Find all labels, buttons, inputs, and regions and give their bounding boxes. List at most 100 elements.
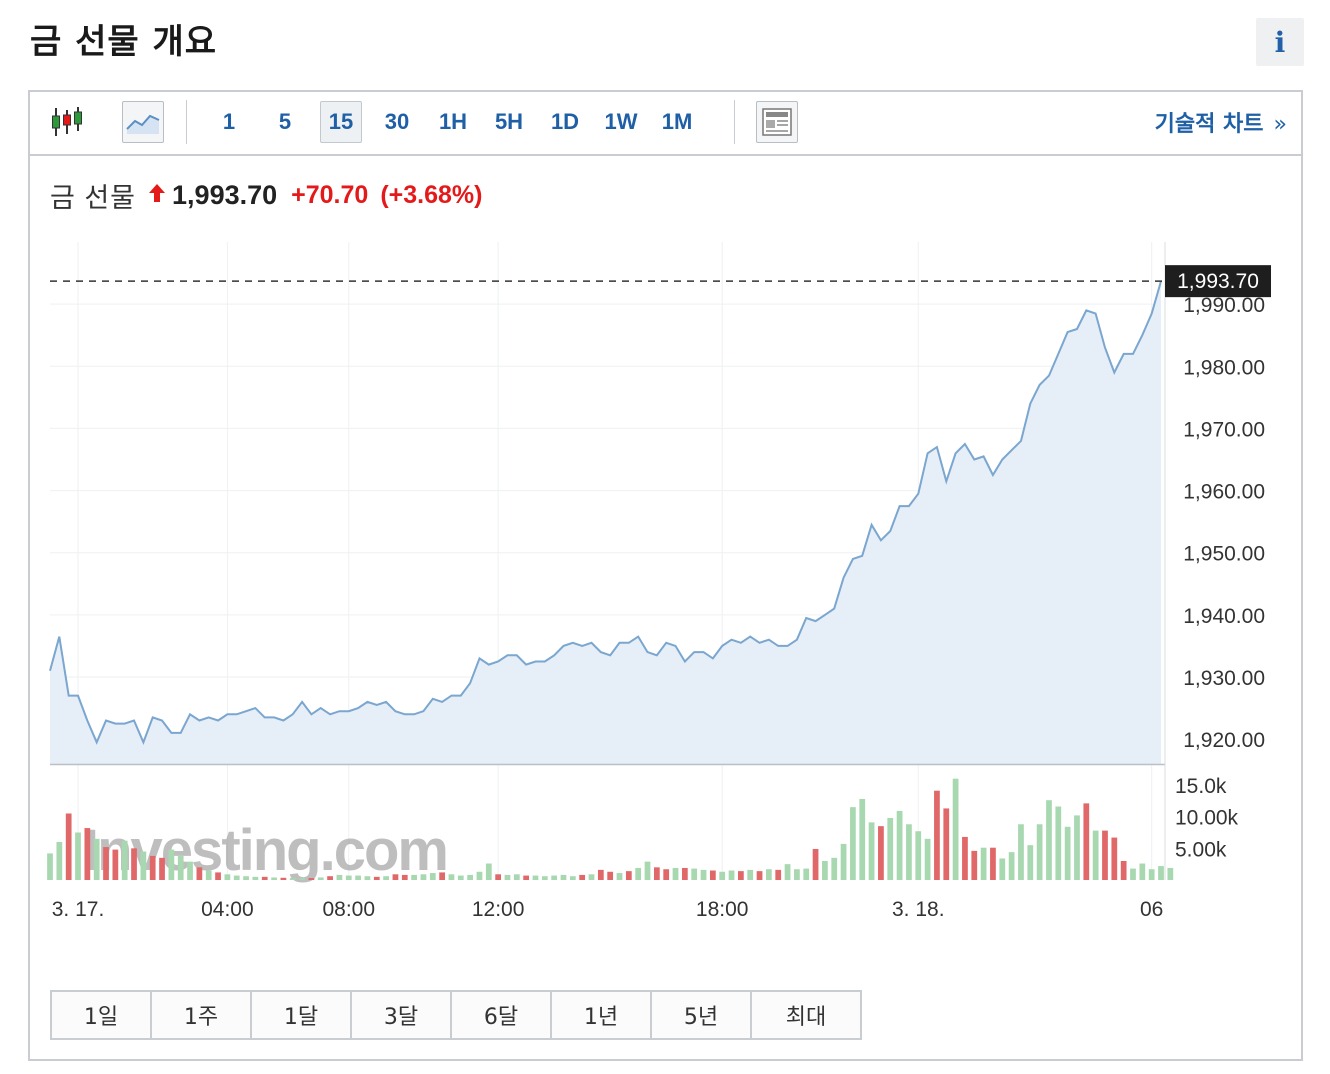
volume-bar [411, 874, 417, 880]
volume-bar [952, 778, 959, 880]
volume-bar [878, 826, 884, 880]
x-tick-label: 08:00 [322, 898, 375, 920]
timeframe-15[interactable]: 15 [320, 101, 362, 143]
line-chart-icon[interactable] [122, 101, 164, 143]
volume-bar [924, 838, 931, 880]
timeframe-1d[interactable]: 1D [550, 109, 580, 134]
volume-bar [289, 878, 296, 880]
volume-bar [971, 850, 978, 880]
volume-tick-label: 15.0k [1175, 775, 1227, 798]
timeframe-1[interactable]: 1 [222, 109, 236, 134]
toolbar-divider [186, 100, 187, 144]
y-tick-label: 1,990.00 [1183, 294, 1265, 317]
volume-bar [1074, 815, 1080, 880]
volume-bar [168, 849, 175, 880]
volume-bar [355, 875, 361, 880]
volume-bar [467, 874, 473, 880]
investing-watermark: Investing.com [83, 818, 447, 883]
volume-bar [84, 828, 91, 880]
volume-bar [56, 842, 63, 880]
volume-bar [504, 874, 511, 880]
volume-bar [401, 874, 408, 880]
volume-bar [635, 867, 642, 880]
volume-bar [103, 847, 109, 880]
range-max[interactable]: 최대 [752, 992, 862, 1038]
volume-bar [1158, 866, 1164, 880]
x-tick-label: 06 [1140, 898, 1163, 920]
candlestick-icon[interactable] [46, 101, 88, 143]
range-5-year[interactable]: 5년 [652, 992, 752, 1038]
volume-bar [794, 869, 800, 880]
volume-bar [1148, 869, 1155, 880]
volume-bar [541, 876, 548, 880]
technical-chart-link[interactable]: 기술적 차트 » [1155, 106, 1287, 138]
volume-bar [588, 874, 595, 880]
volume-bar [1139, 863, 1146, 880]
volume-bar [1027, 845, 1034, 880]
volume-bar [1111, 837, 1118, 880]
volume-bar [149, 855, 156, 880]
volume-bar [159, 857, 165, 880]
volume-bar [243, 876, 249, 880]
price-line [49, 280, 1162, 745]
info-button[interactable]: i [1256, 18, 1304, 66]
volume-bar [187, 861, 193, 880]
volume-bar [429, 873, 436, 880]
timeframe-30[interactable]: 30 [384, 109, 410, 134]
price-area [50, 281, 1161, 764]
timeframe-1h[interactable]: 1H [438, 109, 468, 134]
volume-bar [47, 853, 53, 880]
volume-bar [420, 874, 427, 880]
timeframe-1w[interactable]: 1W [604, 109, 638, 134]
volume-bar [373, 876, 380, 880]
last-price: 1,993.70 [172, 180, 278, 210]
y-tick-label: 1,980.00 [1183, 356, 1265, 379]
volume-bar [840, 843, 847, 880]
volume-bar [224, 874, 231, 880]
volume-bar [448, 874, 455, 880]
range-1-day[interactable]: 1일 [52, 992, 152, 1038]
volume-bar [392, 874, 399, 880]
volume-bar [896, 810, 903, 880]
range-3-month[interactable]: 3달 [352, 992, 452, 1038]
volume-tick-label: 5.00k [1175, 838, 1227, 861]
price-change: +70.70 [291, 181, 369, 209]
volume-bar [65, 813, 72, 880]
volume-bar [1083, 803, 1090, 880]
volume-bar [1036, 824, 1043, 880]
volume-bar [364, 876, 371, 880]
volume-bar [719, 871, 726, 880]
volume-bar [822, 861, 828, 880]
range-1-week[interactable]: 1주 [152, 992, 252, 1038]
volume-bar [625, 871, 632, 880]
volume-bar [177, 855, 184, 880]
volume-bar [859, 798, 866, 880]
volume-bar [990, 847, 996, 880]
volume-bar [140, 851, 147, 880]
volume-bar [756, 871, 763, 880]
volume-bar [271, 877, 277, 880]
quote-line: 금 선물 1,993.70 +70.70 (+3.68%) [50, 176, 494, 215]
volume-bar [1018, 824, 1024, 880]
volume-bar [299, 878, 305, 880]
range-6-month[interactable]: 6달 [452, 992, 552, 1038]
x-tick-label: 12:00 [472, 898, 525, 920]
timeframe-1m[interactable]: 1M [661, 109, 693, 134]
y-tick-label: 1,950.00 [1183, 543, 1265, 566]
volume-bar [532, 875, 539, 880]
volume-bar [1102, 830, 1108, 880]
timeframe-5h[interactable]: 5H [494, 109, 524, 134]
y-tick-label: 1,920.00 [1183, 729, 1265, 752]
timeframe-5[interactable]: 5 [278, 109, 292, 134]
volume-bar [962, 836, 968, 880]
news-icon[interactable] [756, 101, 798, 143]
volume-bar [1064, 826, 1071, 880]
volume-bar [775, 869, 782, 880]
volume-bar [439, 872, 445, 880]
volume-bar [999, 858, 1006, 880]
range-1-month[interactable]: 1달 [252, 992, 352, 1038]
range-1-year[interactable]: 1년 [552, 992, 652, 1038]
volume-bar [383, 876, 389, 880]
volume-bar [653, 867, 660, 880]
price-chart[interactable]: Investing.com 1,920.00 1,930.00 1,940.00 1,9… [28, 230, 1288, 920]
